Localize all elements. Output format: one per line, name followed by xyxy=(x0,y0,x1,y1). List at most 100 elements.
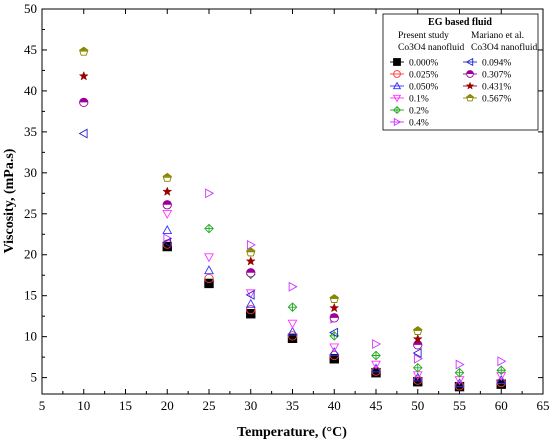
data-point xyxy=(329,343,340,353)
data-point xyxy=(162,186,173,197)
data-point xyxy=(330,297,339,299)
data-point xyxy=(79,50,88,52)
legend-left-heading-2: Co3O4 nanofluid xyxy=(398,42,464,53)
legend-entry: 0.025% xyxy=(390,70,438,81)
data-point xyxy=(162,241,172,252)
y-tick-label: 25 xyxy=(24,206,37,221)
data-point xyxy=(246,268,255,273)
data-point xyxy=(465,57,474,67)
data-point xyxy=(246,247,255,251)
data-point xyxy=(79,47,88,51)
data-point xyxy=(497,356,507,367)
data-point xyxy=(78,70,89,81)
data-point xyxy=(466,94,474,97)
data-point xyxy=(455,368,464,377)
data-point xyxy=(371,351,381,360)
legend-label: 0.431% xyxy=(482,83,511,93)
legend-entry: 0.4% xyxy=(390,117,429,129)
data-point xyxy=(245,255,256,266)
y-tick-label: 40 xyxy=(24,83,37,98)
data-point xyxy=(412,372,423,382)
data-point xyxy=(329,347,340,357)
data-point xyxy=(413,353,423,364)
data-point xyxy=(466,70,474,74)
legend-entry: 0.1% xyxy=(390,95,429,105)
data-point xyxy=(455,359,465,370)
legend-left-heading-1: Present study xyxy=(398,31,449,41)
legend-label: 0.094% xyxy=(482,59,511,69)
data-point xyxy=(204,278,214,289)
legend-right-heading-2: Co3O4 nanofluid xyxy=(471,42,537,53)
legend-label: 0.4% xyxy=(409,119,429,129)
x-tick-label: 30 xyxy=(244,398,257,413)
data-point xyxy=(413,326,422,330)
data-point xyxy=(287,331,298,341)
data-point xyxy=(163,200,172,205)
x-tick-label: 55 xyxy=(453,398,466,413)
series-0.025% xyxy=(162,239,506,391)
x-tick-label: 40 xyxy=(328,398,341,413)
data-point xyxy=(246,304,256,315)
data-point xyxy=(162,225,173,234)
series-0.307% xyxy=(79,97,423,350)
data-point xyxy=(204,253,214,263)
data-point xyxy=(371,360,381,370)
data-point xyxy=(246,250,255,253)
y-axis-title: Viscosity, (mPa.s) xyxy=(2,148,17,253)
y-tick-label: 10 xyxy=(24,329,37,344)
data-point xyxy=(288,302,297,312)
x-tick-label: 25 xyxy=(203,398,216,413)
data-point xyxy=(79,98,88,103)
data-point xyxy=(371,363,381,373)
data-point xyxy=(413,329,422,331)
x-axis-ticks: 5 10 15 20 25 30 35 40 45 50 55 60 65 xyxy=(39,9,550,413)
legend-entry: 0.567% xyxy=(463,93,511,105)
data-point xyxy=(330,313,339,318)
data-point xyxy=(287,319,298,329)
legend-title: EG based fluid xyxy=(428,17,492,28)
x-tick-label: 35 xyxy=(286,398,299,413)
data-point xyxy=(412,348,422,359)
y-tick-label: 45 xyxy=(24,42,37,57)
data-point xyxy=(393,117,402,127)
legend-entry: 0.094% xyxy=(463,57,511,69)
data-point xyxy=(329,302,340,313)
legend-entry: 0.050% xyxy=(390,81,438,93)
data-point xyxy=(288,281,298,292)
data-point xyxy=(454,378,465,388)
series-0.2% xyxy=(204,223,507,378)
x-tick-label: 45 xyxy=(370,398,383,413)
data-point xyxy=(162,209,173,219)
data-point xyxy=(245,298,256,308)
legend: EG based fluid Present study Co3O4 nanof… xyxy=(382,13,539,131)
legend-entries: 0.000% 0.025% 0.050% 0.1% 0.2% 0.4% 0.094% 0.30… xyxy=(390,57,511,129)
data-point xyxy=(496,374,507,384)
data-point xyxy=(163,173,172,177)
legend-label: 0.567% xyxy=(482,95,511,105)
data-point xyxy=(287,333,298,343)
y-tick-label: 15 xyxy=(24,288,37,303)
data-point xyxy=(329,327,339,338)
legend-label: 0.2% xyxy=(409,107,429,117)
data-point xyxy=(204,265,214,275)
data-point xyxy=(163,233,173,244)
data-point xyxy=(78,128,88,139)
data-point xyxy=(287,326,298,336)
y-tick-label: 50 xyxy=(24,1,37,16)
x-tick-label: 15 xyxy=(119,398,132,413)
data-point xyxy=(205,188,215,199)
legend-entry: 0.431% xyxy=(463,81,511,93)
x-axis-title: Temperature, (°C) xyxy=(237,425,347,440)
y-axis-ticks: 5 10 15 20 25 30 35 40 45 50 xyxy=(24,1,543,385)
x-tick-label: 60 xyxy=(495,398,508,413)
data-point xyxy=(204,224,214,233)
data-point xyxy=(412,333,423,344)
x-tick-label: 20 xyxy=(161,398,174,413)
legend-label: 0.000% xyxy=(409,59,438,69)
data-point xyxy=(329,354,339,364)
series-0.431% xyxy=(78,70,423,344)
legend-box xyxy=(382,13,539,131)
legend-entry: 0.307% xyxy=(463,70,511,81)
legend-label: 0.050% xyxy=(409,83,438,93)
